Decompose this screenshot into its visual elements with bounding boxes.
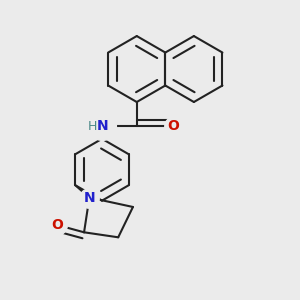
Text: O: O [168,119,179,133]
Text: N: N [84,190,95,205]
Text: H: H [87,120,97,133]
Text: O: O [51,218,63,232]
Text: N: N [97,119,109,133]
